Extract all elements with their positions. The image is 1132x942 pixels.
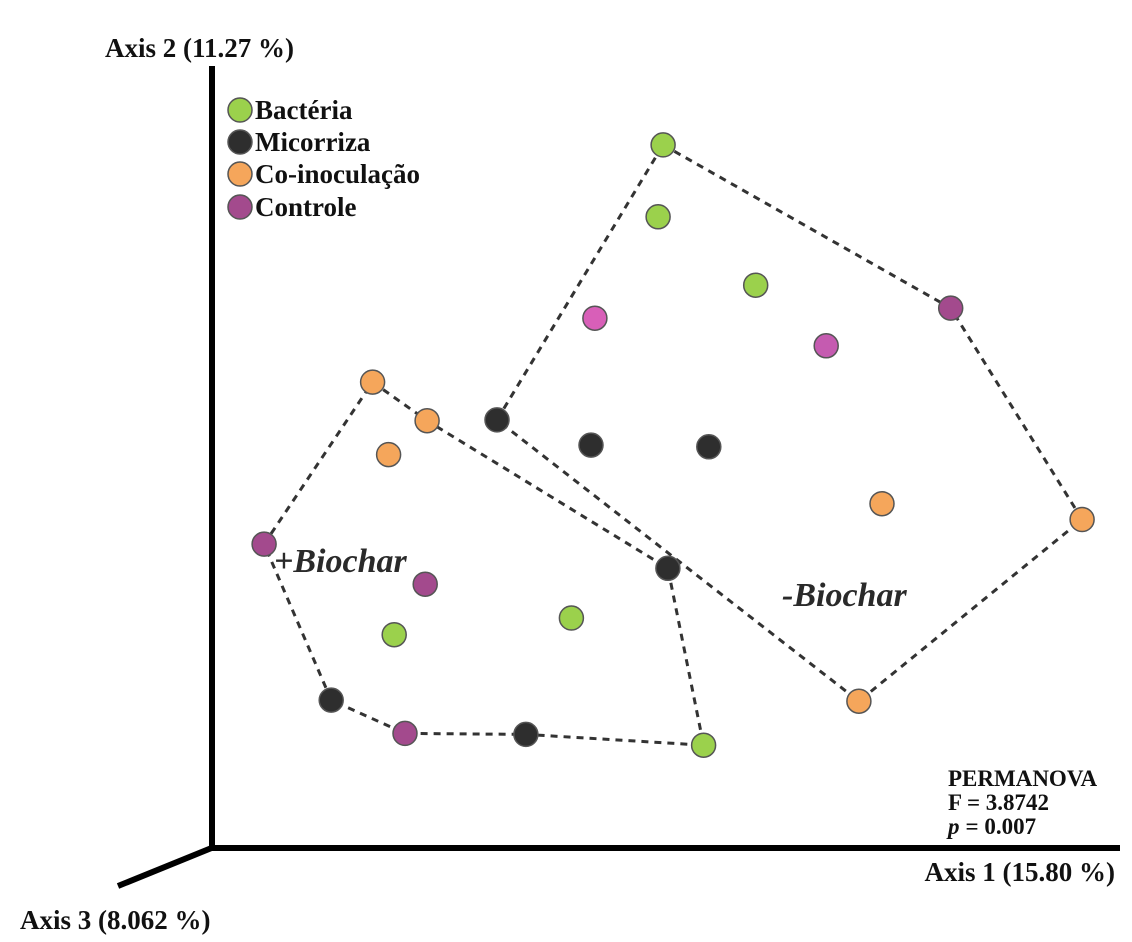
point-co-inoculacao-3 [377,443,401,467]
legend-swatch-controle [228,195,252,219]
legend-label-controle: Controle [255,192,357,222]
legend-label-bacteria: Bactéria [255,95,353,125]
axis-3-title: Axis 3 (8.062 %) [20,905,211,935]
point-micorriza-3 [697,435,721,459]
point-controle-2 [814,334,838,358]
point-micorriza-6 [514,722,538,746]
group-label-minus-biochar: -Biochar [782,577,907,614]
point-bacteria-5 [559,606,583,630]
legend-label-micorriza: Micorriza [255,127,371,157]
permanova-p-number: = 0.007 [966,814,1037,839]
point-micorriza-2 [579,433,603,457]
point-micorriza-1 [485,408,509,432]
permanova-annotation: PERMANOVA F = 3.8742 p = 0.007 [946,766,1097,839]
point-controle-5 [413,572,437,596]
point-co-inoculacao-6 [847,689,871,713]
point-controle-1 [583,306,607,330]
point-bacteria-6 [692,733,716,757]
point-micorriza-5 [319,688,343,712]
point-controle-3 [939,296,963,320]
point-controle-4 [252,532,276,556]
axis-1-title: Axis 1 (15.80 %) [925,857,1116,887]
point-bacteria-3 [744,273,768,297]
legend-swatch-bacteria [228,98,252,122]
permanova-p-symbol: p [946,814,960,839]
axis-2-title: Axis 2 (11.27 %) [105,33,294,63]
point-bacteria-1 [651,133,675,157]
point-bacteria-2 [646,205,670,229]
point-co-inoculacao-1 [361,370,385,394]
permanova-title: PERMANOVA [948,766,1097,791]
data-points [252,133,1094,757]
axis-3-line [118,847,214,886]
legend-label-co-inoculacao: Co-inoculação [255,159,420,189]
point-controle-6 [393,721,417,745]
point-co-inoculacao-4 [870,492,894,516]
legend-swatch-co-inoculacao [228,162,252,186]
legend: Bactéria Micorriza Co-inoculação Control… [228,95,420,222]
point-co-inoculacao-5 [1070,508,1094,532]
point-co-inoculacao-2 [415,409,439,433]
group-label-plus-biochar: +Biochar [274,543,407,580]
permanova-p-value: p = 0.007 [946,814,1036,839]
point-micorriza-4 [656,556,680,580]
permanova-f-stat: F = 3.8742 [948,790,1049,815]
point-bacteria-4 [382,623,406,647]
legend-swatch-micorriza [228,130,252,154]
hull-minus-biochar [497,145,1082,701]
